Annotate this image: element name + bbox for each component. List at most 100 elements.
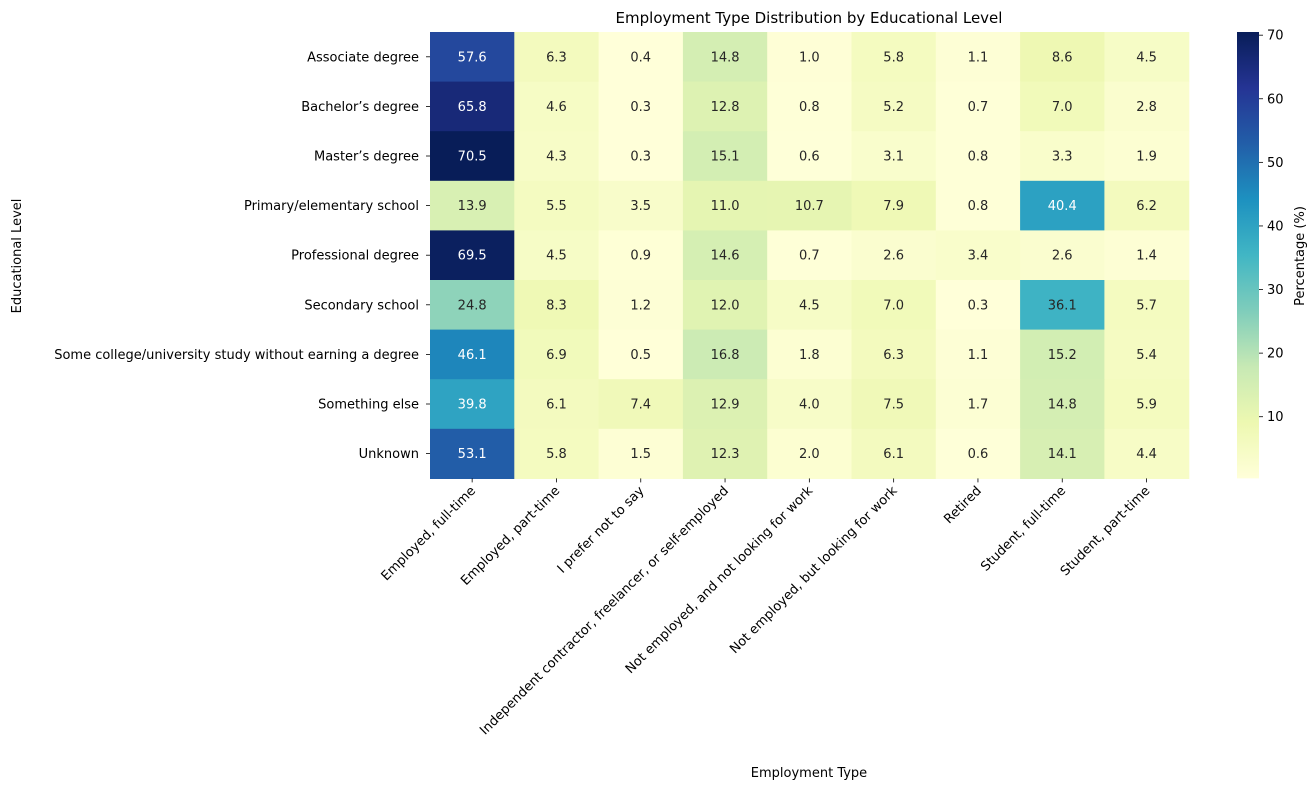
cell-value-label: 36.1 xyxy=(1048,298,1077,313)
colorbar-label: Percentage (%) xyxy=(1293,206,1308,306)
cell-value-label: 4.3 xyxy=(546,150,567,165)
heatmap-cell xyxy=(682,230,768,281)
heatmap-cell xyxy=(1020,180,1105,231)
cell-value-label: 0.9 xyxy=(630,249,651,264)
cell-value-label: 0.3 xyxy=(968,298,989,313)
cell-value-label: 7.0 xyxy=(1052,100,1073,115)
heatmap-cell xyxy=(514,329,600,380)
x-tick-label: Not employed, but looking for work xyxy=(727,483,901,657)
cell-value-label: 2.8 xyxy=(1136,100,1157,115)
heatmap-cell xyxy=(430,180,515,231)
cell-value-label: 3.5 xyxy=(630,199,651,214)
y-tick-label: Primary/elementary school xyxy=(244,199,419,214)
heatmap-cell xyxy=(767,428,853,479)
cell-value-label: 70.5 xyxy=(458,150,487,165)
cell-value-label: 1.7 xyxy=(968,398,989,413)
heatmap-cell xyxy=(514,230,600,281)
colorbar: 10 20 30 40 50 60 70 xyxy=(1237,29,1284,479)
cell-value-label: 3.4 xyxy=(968,249,989,264)
heatmap-cell xyxy=(767,379,853,430)
x-tick-label: Student, part-time xyxy=(1058,484,1154,580)
heatmap-cell xyxy=(1020,280,1105,331)
cell-value-label: 5.8 xyxy=(546,447,567,462)
cell-value-label: 0.3 xyxy=(630,100,651,115)
cell-value-label: 4.5 xyxy=(799,298,820,313)
heatmap-cell xyxy=(851,131,937,182)
cell-value-label: 39.8 xyxy=(458,398,487,413)
cell-value-label: 3.1 xyxy=(883,150,904,165)
heatmap-cell xyxy=(430,428,515,479)
heatmap-cell xyxy=(430,379,515,430)
cell-value-label: 0.5 xyxy=(630,348,651,363)
heatmap-cell xyxy=(1104,280,1190,331)
x-tick-label: Retired xyxy=(941,484,984,527)
heatmap-cell xyxy=(514,379,600,430)
cell-value-label: 46.1 xyxy=(458,348,487,363)
heatmap-cell xyxy=(430,280,515,331)
cell-value-label: 12.3 xyxy=(711,447,740,462)
cell-value-label: 0.7 xyxy=(799,249,820,264)
heatmap-cell xyxy=(598,379,684,430)
heatmap-cell xyxy=(430,329,515,380)
cell-value-label: 12.8 xyxy=(711,100,740,115)
cell-value-label: 5.5 xyxy=(546,199,567,214)
cell-value-label: 13.9 xyxy=(458,199,487,214)
cell-value-label: 40.4 xyxy=(1048,199,1077,214)
y-tick-label: Some college/university study without ea… xyxy=(54,348,419,363)
colorbar-tick-label: 10 xyxy=(1267,410,1284,425)
cell-value-label: 7.9 xyxy=(883,199,904,214)
heatmap-cell xyxy=(682,131,768,182)
x-tick-label: Not employed, and not looking for work xyxy=(623,483,817,677)
cell-value-label: 1.1 xyxy=(968,348,989,363)
cell-value-label: 2.6 xyxy=(1052,249,1073,264)
heatmap-cell xyxy=(682,180,768,231)
heatmap-cell xyxy=(1020,81,1105,132)
cell-value-label: 3.3 xyxy=(1052,150,1073,165)
heatmap-cell xyxy=(1104,131,1190,182)
heatmap-cell xyxy=(851,329,937,380)
heatmap-cell xyxy=(851,230,937,281)
heatmap-cell xyxy=(851,379,937,430)
x-tick-label: Employed, full-time xyxy=(379,484,479,584)
x-tick-label: Student, full-time xyxy=(978,484,1069,575)
cell-value-label: 10.7 xyxy=(795,199,824,214)
heatmap-cell xyxy=(682,280,768,331)
cell-value-label: 6.2 xyxy=(1136,199,1157,214)
cell-value-label: 24.8 xyxy=(458,298,487,313)
heatmap-cell xyxy=(1020,131,1105,182)
cell-value-label: 0.8 xyxy=(799,100,820,115)
cell-value-label: 2.6 xyxy=(883,249,904,264)
cell-value-label: 7.0 xyxy=(883,298,904,313)
heatmap-cell xyxy=(514,131,600,182)
heatmap-cell xyxy=(851,81,937,132)
heatmap-cell xyxy=(598,131,684,182)
y-tick-label: Unknown xyxy=(359,447,419,462)
cell-value-label: 12.0 xyxy=(711,298,740,313)
heatmap-cell xyxy=(598,280,684,331)
cell-value-label: 6.9 xyxy=(546,348,567,363)
heatmap-cell xyxy=(514,32,600,83)
cell-value-label: 5.2 xyxy=(883,100,904,115)
cell-value-label: 53.1 xyxy=(458,447,487,462)
heatmap-cell xyxy=(935,131,1021,182)
heatmap-cell xyxy=(935,379,1021,430)
heatmap-cell xyxy=(514,280,600,331)
cell-value-label: 6.3 xyxy=(546,50,567,65)
y-tick-label: Master’s degree xyxy=(314,150,419,165)
heatmap-cell xyxy=(598,81,684,132)
heatmap-cell xyxy=(1104,32,1190,83)
heatmap-cell xyxy=(598,32,684,83)
heatmap-cell xyxy=(935,428,1021,479)
x-tick-label: Employed, part-time xyxy=(458,484,563,589)
cell-value-label: 4.0 xyxy=(799,398,820,413)
heatmap-cell xyxy=(851,32,937,83)
cell-value-label: 57.6 xyxy=(458,50,487,65)
y-tick-label: Secondary school xyxy=(304,298,419,313)
cell-value-label: 14.8 xyxy=(1048,398,1077,413)
cell-value-label: 4.5 xyxy=(546,249,567,264)
cell-value-label: 1.2 xyxy=(630,298,651,313)
cell-value-label: 8.6 xyxy=(1052,50,1073,65)
y-tick-label: Something else xyxy=(318,398,419,413)
cell-value-label: 5.9 xyxy=(1136,398,1157,413)
